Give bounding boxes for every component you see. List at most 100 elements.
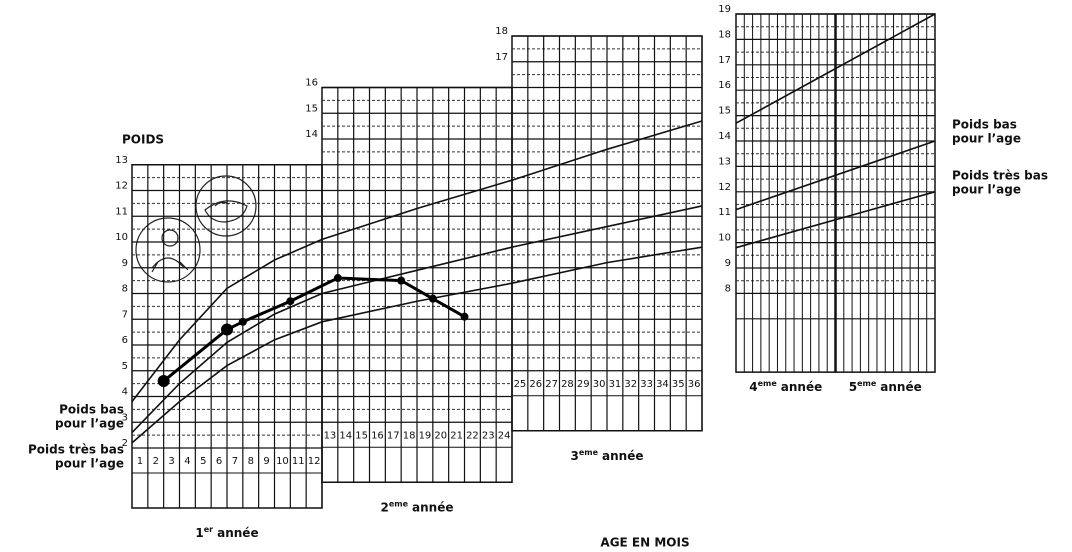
x-tick-label: 4	[184, 456, 190, 467]
child-weight-point	[397, 277, 405, 285]
x-tick-label: 35	[672, 379, 685, 390]
child-weight-point	[461, 313, 469, 321]
year-word: année	[412, 500, 453, 514]
year-word: année	[602, 448, 643, 462]
child-weight-point	[334, 274, 342, 282]
x-tick-label: 11	[292, 456, 305, 467]
y-tick-label: 9	[725, 258, 731, 269]
x-tick-label: 21	[450, 430, 463, 441]
year-number: 3	[570, 448, 578, 462]
x-tick-label: 12	[308, 456, 321, 467]
y-tick-label: 4	[122, 387, 128, 398]
year-word: année	[781, 380, 822, 394]
y-tick-label: 14	[718, 131, 731, 142]
child-weight-point	[239, 318, 247, 326]
y-tick-label: 11	[115, 206, 128, 217]
year-label: 5emeannée	[849, 379, 922, 394]
x-tick-label: 26	[529, 379, 542, 390]
x-tick-label: 24	[498, 430, 511, 441]
x-tick-label: 36	[688, 379, 701, 390]
year-number: 4	[749, 380, 757, 394]
x-tick-label: 13	[324, 430, 337, 441]
y-tick-label: 16	[718, 80, 731, 91]
x-tick-label: 28	[561, 379, 574, 390]
x-tick-label: 25	[514, 379, 527, 390]
y-tick-label: 10	[718, 233, 731, 244]
y-tick-label: 14	[305, 129, 318, 140]
x-tick-label: 7	[232, 456, 238, 467]
x-tick-label: 23	[482, 430, 495, 441]
legend-label: Poids très bas	[28, 443, 124, 457]
y-tick-label: 18	[718, 29, 731, 40]
year-word: année	[217, 526, 258, 540]
child-weight-point	[429, 295, 437, 303]
x-tick-label: 33	[640, 379, 653, 390]
y-axis-title: POIDS	[122, 133, 164, 147]
year-suffix: er	[204, 525, 213, 534]
y-tick-label: 7	[122, 309, 128, 320]
y-tick-label: 17	[718, 55, 731, 66]
legend-label: Poids bas	[59, 403, 124, 417]
year-suffix: eme	[857, 379, 877, 388]
y-tick-label: 19	[718, 4, 731, 15]
y-tick-label: 13	[718, 156, 731, 167]
child-weight-point	[286, 297, 294, 305]
legend-label: Poids bas	[952, 118, 1017, 132]
legend-label: pour l’age	[952, 182, 1021, 196]
page: {"chart_data": [ {"type": "line", "ylabe…	[0, 0, 1072, 552]
x-tick-label: 20	[434, 430, 447, 441]
y-tick-label: 17	[495, 52, 508, 63]
x-tick-label: 6	[216, 456, 222, 467]
x-tick-label: 32	[624, 379, 637, 390]
y-tick-label: 15	[718, 106, 731, 117]
x-tick-label: 18	[403, 430, 416, 441]
year-number: 5	[849, 380, 857, 394]
child-weight-point	[158, 375, 170, 387]
x-tick-label: 1	[137, 456, 143, 467]
y-tick-label: 8	[122, 284, 128, 295]
x-tick-label: 34	[656, 379, 669, 390]
x-tick-label: 15	[355, 430, 368, 441]
y-tick-label: 6	[122, 335, 128, 346]
y-tick-label: 9	[122, 258, 128, 269]
x-tick-label: 8	[248, 456, 254, 467]
x-tick-label: 30	[593, 379, 606, 390]
x-tick-label: 10	[276, 456, 289, 467]
legend-label: pour l’age	[55, 417, 124, 431]
y-tick-label: 8	[725, 283, 731, 294]
y-tick-label: 15	[305, 103, 318, 114]
child-weight-point	[221, 324, 233, 336]
legend-label: Poids très bas	[952, 168, 1048, 182]
x-tick-label: 17	[387, 430, 400, 441]
x-tick-label: 29	[577, 379, 590, 390]
year-word: année	[880, 380, 921, 394]
x-tick-label: 2	[153, 456, 159, 467]
y-tick-label: 12	[718, 182, 731, 193]
chart: POIDS AGE EN MOIS 2345678910111213123456…	[0, 0, 1072, 552]
y-tick-label: 18	[495, 26, 508, 37]
x-tick-label: 16	[371, 430, 384, 441]
year-suffix: eme	[758, 379, 778, 388]
y-tick-label: 13	[115, 155, 128, 166]
y-tick-label: 5	[122, 361, 128, 372]
x-tick-label: 14	[339, 430, 352, 441]
x-tick-label: 22	[466, 430, 479, 441]
year-suffix: eme	[579, 447, 599, 456]
y-tick-label: 11	[718, 207, 731, 218]
x-tick-label: 9	[263, 456, 269, 467]
x-tick-label: 3	[168, 456, 174, 467]
year-number: 1	[195, 526, 203, 540]
x-axis-title: AGE EN MOIS	[600, 536, 689, 550]
x-tick-label: 27	[545, 379, 558, 390]
y-tick-label: 16	[305, 78, 318, 89]
y-tick-label: 10	[115, 232, 128, 243]
year-number: 2	[380, 500, 388, 514]
x-tick-label: 31	[609, 379, 622, 390]
x-tick-label: 19	[419, 430, 432, 441]
x-tick-label: 5	[200, 456, 206, 467]
year-suffix: eme	[389, 499, 409, 508]
